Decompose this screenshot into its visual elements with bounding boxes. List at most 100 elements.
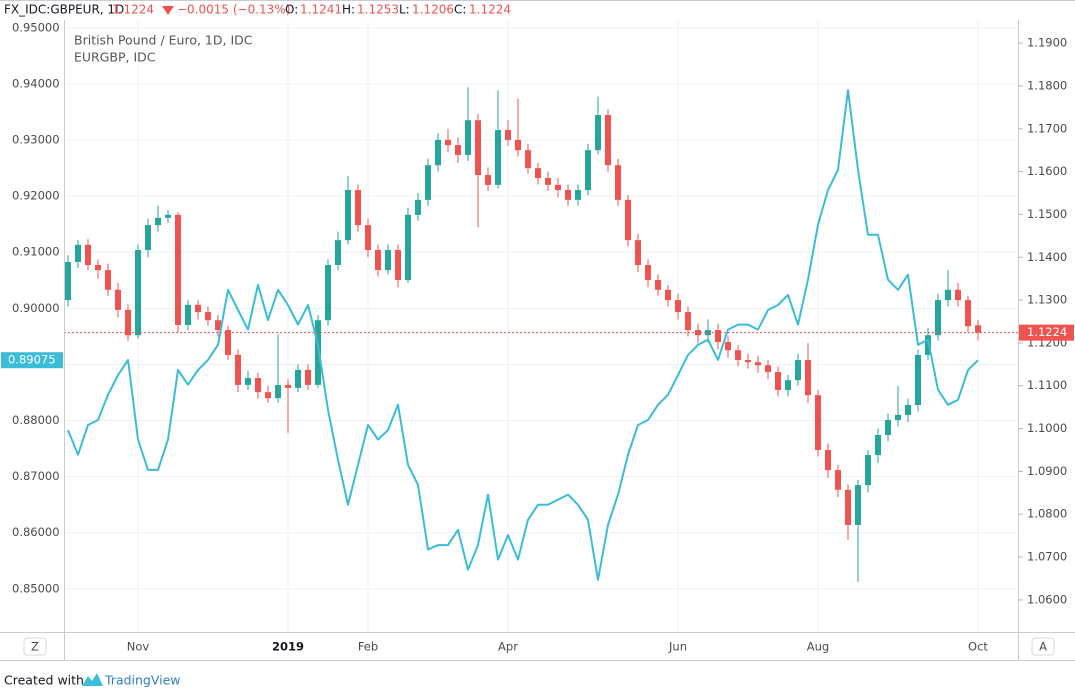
ohlc-value: 1.1224 — [469, 3, 511, 17]
candle-body — [905, 405, 911, 415]
y2-tick-label: 1.0600 — [1027, 592, 1067, 606]
candle-body — [305, 369, 311, 385]
down-arrow — [162, 6, 174, 15]
candle-body — [525, 150, 531, 169]
x-tick-label: Feb — [358, 640, 378, 654]
footer-text: Created with — [4, 673, 84, 688]
candle-body — [405, 214, 411, 280]
y2-tick-label: 1.0900 — [1027, 464, 1067, 478]
y-tick-label: 0.95000 — [12, 20, 60, 34]
candle-body — [915, 354, 921, 406]
line-series — [67, 89, 979, 581]
candle-body — [95, 264, 101, 271]
candle-body — [285, 384, 291, 388]
candle-body — [385, 249, 391, 271]
zoom-button[interactable]: Z — [23, 637, 47, 656]
candle-body — [865, 455, 871, 486]
ohlc-value: 1.1206 — [412, 3, 454, 17]
candle-body — [955, 289, 961, 301]
data-layer — [64, 87, 1018, 582]
candle-body — [545, 178, 551, 185]
candle-body — [625, 199, 631, 241]
button-box[interactable] — [1031, 637, 1055, 656]
candle-body — [65, 261, 71, 301]
last-price: 1.1224 — [112, 3, 154, 17]
y2-tick-label: 1.1500 — [1027, 207, 1067, 221]
candle-body — [105, 270, 111, 290]
y2-tick-label: 1.1600 — [1027, 164, 1067, 178]
candle-body — [245, 378, 251, 385]
candle-body — [485, 175, 491, 185]
y2-tick-label: 1.0800 — [1027, 507, 1067, 521]
change: −0.0015 (−0.13%) — [177, 3, 290, 17]
candle-body — [495, 130, 501, 185]
series-name: British Pound / Euro, 1D, IDC — [74, 33, 253, 48]
y2-tick-label: 1.0700 — [1027, 550, 1067, 564]
x-tick-label: 2019 — [272, 640, 304, 654]
last-price-box — [1019, 324, 1074, 341]
candle-body — [945, 289, 951, 301]
candle-body — [155, 217, 161, 226]
candle-body — [855, 485, 861, 525]
y-tick-label: 0.86000 — [12, 525, 60, 539]
candle-body — [775, 372, 781, 391]
candle-body — [515, 139, 521, 151]
ohlc-value: 1.1241 — [300, 3, 342, 17]
x-tick-label: Aug — [807, 640, 829, 654]
y-tick-label: 0.85000 — [12, 581, 60, 595]
candle-body — [585, 150, 591, 191]
brand-icon[interactable] — [82, 673, 103, 686]
y2-tick-label: 1.1100 — [1027, 378, 1067, 392]
brand-logo[interactable]: TradingView — [82, 673, 181, 688]
candle-body — [75, 244, 81, 262]
candle-body — [145, 225, 151, 250]
last-value-label: 0.89075 — [8, 353, 56, 367]
candle-body — [85, 244, 91, 265]
candle-body — [745, 360, 751, 363]
candle-body — [825, 449, 831, 471]
candle-body — [845, 489, 851, 525]
candle-body — [455, 145, 461, 155]
candle-body — [395, 249, 401, 280]
candle-body — [675, 300, 681, 313]
candle-body — [185, 304, 191, 325]
candle-body — [815, 395, 821, 450]
y-tick-label: 0.90000 — [12, 301, 60, 315]
x-tick-label: Jun — [668, 640, 687, 654]
candle-body — [125, 309, 131, 336]
y-tick-label: 0.93000 — [12, 133, 60, 147]
candle-body — [195, 304, 201, 313]
candle-body — [535, 168, 541, 179]
y2-tick-label: 1.1000 — [1027, 421, 1067, 435]
y2-tick-label: 1.1800 — [1027, 78, 1067, 92]
button-label[interactable]: A — [1039, 640, 1047, 654]
candle-body — [835, 470, 841, 490]
last-value-box — [1, 352, 63, 369]
candle-body — [115, 289, 121, 310]
candle-body — [655, 279, 661, 290]
candle-body — [135, 249, 141, 336]
y2-tick-label: 1.1300 — [1027, 293, 1067, 307]
candle-body — [465, 120, 471, 155]
y2-tick-label: 1.1700 — [1027, 121, 1067, 135]
candle-body — [575, 190, 581, 200]
candle-body — [565, 190, 571, 200]
candle-body — [165, 214, 171, 218]
candle-body — [505, 130, 511, 140]
candle-body — [295, 369, 301, 388]
y-tick-label: 0.94000 — [12, 76, 60, 90]
candle-body — [875, 434, 881, 456]
candle-body — [805, 360, 811, 396]
x-tick-label: Nov — [127, 640, 150, 654]
button-box[interactable] — [23, 637, 47, 656]
ohlc-label: C: — [454, 3, 466, 17]
button-label[interactable]: Z — [31, 640, 39, 654]
auto-button[interactable]: A — [1031, 637, 1055, 656]
candle-body — [605, 115, 611, 166]
brand-name[interactable]: TradingView — [104, 673, 181, 688]
y-tick-label: 0.88000 — [12, 413, 60, 427]
candle-body — [925, 335, 931, 355]
candle-body — [885, 420, 891, 435]
x-tick-label: Apr — [498, 640, 518, 654]
candle-body — [205, 312, 211, 321]
